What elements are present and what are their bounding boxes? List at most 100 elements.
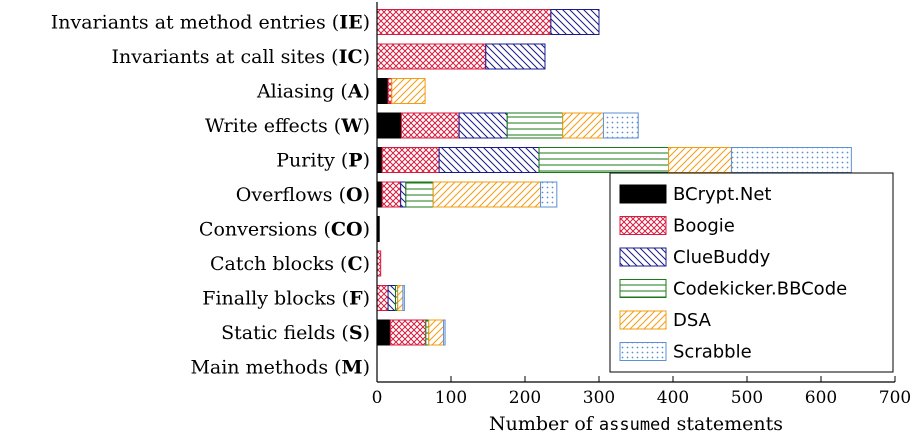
bar-segment	[389, 319, 427, 346]
bar-segment	[376, 319, 391, 346]
category-label-text: Overflows (	[236, 184, 346, 206]
category-label-abbr: IC	[339, 46, 363, 68]
legend-label: Scrabble	[673, 342, 752, 363]
bar-segment	[668, 147, 732, 173]
category-label: Finally blocks (F)	[202, 288, 370, 310]
bar-segment	[402, 285, 405, 311]
bar-segment	[400, 112, 460, 139]
bars	[376, 9, 852, 346]
category-label-paren: )	[363, 115, 370, 137]
category-labels: Invariants at method entries (IE)Invaria…	[51, 12, 370, 379]
bar-segment	[405, 181, 434, 208]
category-label-text: Invariants at method entries (	[51, 12, 339, 34]
category-label-text: Invariants at call sites (	[112, 46, 339, 68]
bar-segment	[506, 112, 564, 139]
x-axis-title-before: Number of	[489, 413, 599, 435]
category-label-paren: )	[363, 322, 370, 344]
category-label-paren: )	[363, 81, 370, 103]
legend-label: Codekicker.BBCode	[673, 279, 847, 300]
bar-segment	[730, 147, 852, 173]
category-label: Write effects (W)	[205, 115, 370, 137]
category-label-abbr: C	[347, 253, 362, 275]
bar-segment	[438, 147, 540, 173]
legend: BCrypt.Net Boogie ClueBuddy Codekicker.BBCo…	[609, 172, 894, 373]
bar-segment	[443, 319, 446, 346]
category-label-abbr: CO	[331, 219, 363, 241]
category-label-abbr: O	[346, 184, 363, 206]
legend-swatch	[619, 184, 667, 204]
x-axis-title-code: assumed	[599, 415, 671, 435]
category-label-abbr: F	[349, 288, 363, 310]
bar-segment	[550, 9, 600, 35]
bar-segment	[376, 285, 389, 311]
legend-swatch	[619, 310, 667, 330]
category-label-paren: )	[363, 150, 370, 172]
category-label-abbr: S	[349, 322, 363, 344]
bar-segment	[397, 285, 404, 311]
legend-swatch	[619, 342, 667, 361]
bar-segment	[376, 78, 389, 104]
category-label: Overflows (O)	[236, 184, 370, 206]
bar-segment	[428, 319, 445, 346]
x-tick-label: 400	[657, 388, 689, 408]
category-label-abbr: P	[348, 150, 362, 172]
category-label-text: Catch blocks (	[210, 253, 347, 275]
legend-swatch	[619, 279, 667, 298]
bar-segment	[376, 9, 552, 35]
category-label: Invariants at method entries (IE)	[51, 12, 370, 34]
category-label-paren: )	[363, 288, 370, 310]
bar-segment	[391, 78, 426, 104]
category-label: Purity (P)	[276, 150, 370, 172]
bar-segment	[376, 181, 383, 208]
category-label-paren: )	[363, 253, 370, 275]
category-label-paren: )	[363, 219, 370, 241]
category-label-paren: )	[363, 184, 370, 206]
category-label: Main methods (M)	[190, 357, 370, 379]
category-label-abbr: A	[347, 81, 363, 103]
legend-swatch	[619, 247, 667, 267]
x-tick-label: 300	[583, 388, 615, 408]
legend-label: Boogie	[673, 216, 735, 237]
category-label-text: Finally blocks (	[202, 288, 349, 310]
bar-segment	[387, 78, 393, 104]
x-axis-title-after: statements	[671, 413, 784, 435]
legend-label: DSA	[673, 310, 712, 331]
category-label-paren: )	[363, 12, 370, 34]
category-label-abbr: M	[342, 357, 363, 379]
bar-segment	[387, 285, 397, 311]
category-label-abbr: IE	[339, 12, 362, 34]
category-label-text: Main methods (	[190, 357, 341, 379]
legend-box	[609, 172, 894, 373]
legend-label: BCrypt.Net	[673, 184, 771, 205]
category-label-text: Static fields (	[221, 322, 349, 344]
category-label: Catch blocks (C)	[210, 253, 370, 275]
bar-segment	[400, 181, 407, 208]
bar-segment	[602, 112, 639, 139]
x-axis-title: Number of assumed statements	[489, 413, 783, 435]
category-label: Aliasing (A)	[256, 81, 370, 103]
x-tick-label: 500	[731, 388, 763, 408]
category-label-paren: )	[363, 46, 370, 68]
x-tick-label: 200	[509, 388, 541, 408]
category-label-text: Aliasing (	[256, 81, 348, 103]
bar-segment	[562, 112, 604, 139]
x-tick-label: 0	[372, 388, 383, 408]
bar-segment	[540, 181, 558, 208]
category-label-abbr: W	[340, 115, 363, 137]
category-label: Conversions (CO)	[199, 219, 370, 241]
category-label: Static fields (S)	[221, 322, 370, 344]
bar-segment	[376, 112, 402, 139]
bar-segment	[432, 181, 542, 208]
category-label-paren: )	[363, 357, 370, 379]
x-tick-label: 100	[435, 388, 467, 408]
bar-segment	[381, 147, 440, 173]
legend-label: ClueBuddy	[673, 247, 771, 268]
x-ticks: 0 100 200 300 400 500 600 700	[372, 376, 911, 408]
bar-segment	[376, 147, 383, 173]
bar-segment	[381, 181, 402, 208]
category-label: Invariants at call sites (IC)	[112, 46, 370, 68]
bar-segment	[485, 43, 546, 70]
legend-swatch	[619, 216, 667, 235]
category-label-text: Write effects (	[205, 115, 341, 137]
x-tick-label: 600	[805, 388, 837, 408]
